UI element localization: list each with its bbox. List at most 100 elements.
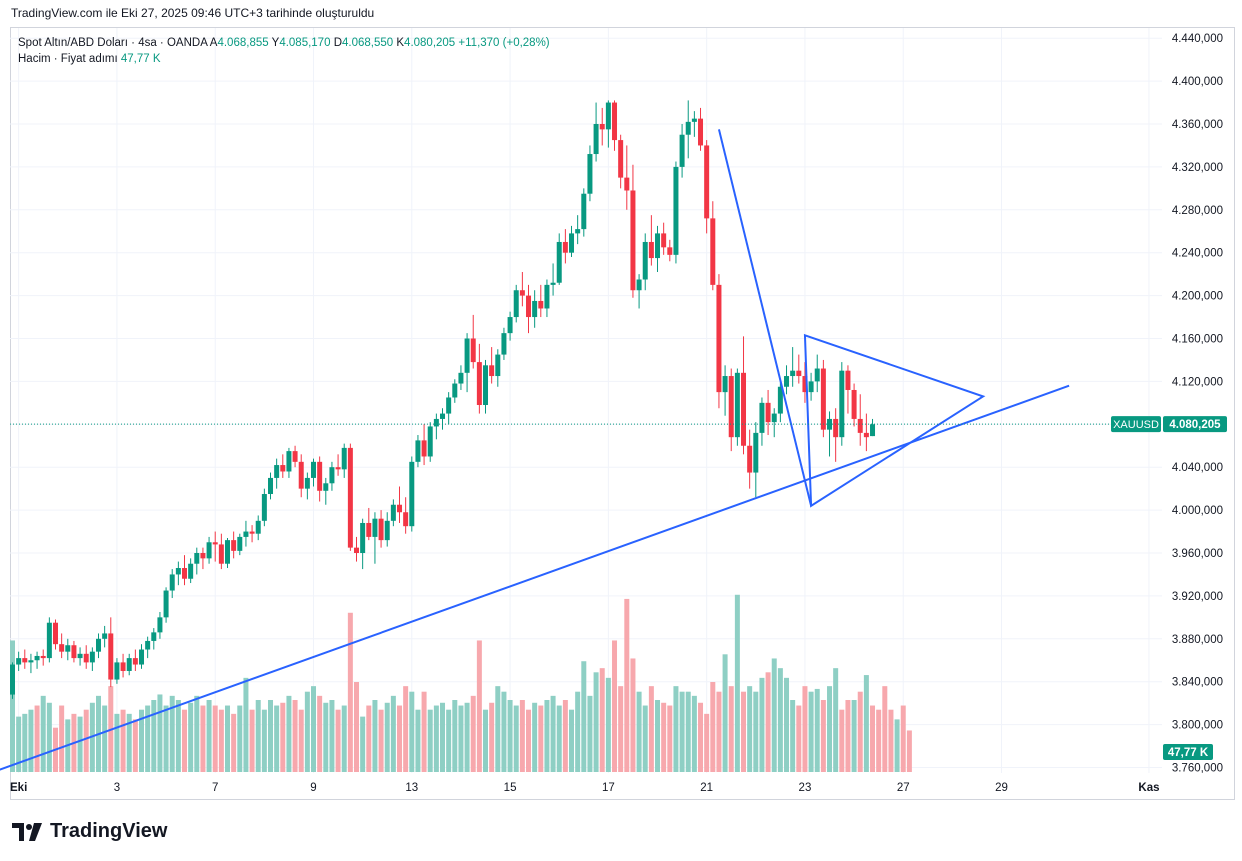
candle-body [194, 553, 200, 564]
candle-body [759, 402, 765, 433]
candle-body [46, 622, 52, 659]
volume-bar [765, 672, 771, 772]
volume-bar [759, 677, 765, 772]
candle-body [526, 295, 532, 318]
price-tick-label: 3.760,000 [1172, 763, 1223, 775]
candle-body [206, 542, 212, 559]
legend-close-label: K [396, 37, 405, 49]
volume-bar [46, 702, 52, 772]
candle-body [10, 664, 15, 695]
candle-body [519, 290, 525, 296]
volume-bar [59, 705, 65, 772]
candle-body [102, 633, 108, 639]
candle-body [777, 386, 783, 414]
candle-body [747, 445, 753, 473]
time-tick-label: 23 [799, 782, 812, 794]
time-tick-label: 15 [504, 782, 517, 794]
legend-symbol[interactable]: Spot Altın/ABD Doları [18, 37, 128, 49]
price-tick-label: 3.800,000 [1172, 720, 1223, 732]
volume-bar [722, 654, 728, 772]
volume-bar [464, 702, 470, 772]
legend-volume-label[interactable]: Hacim · Fiyat adımı [18, 53, 118, 65]
volume-bar [642, 705, 648, 772]
candle-body [440, 413, 446, 419]
volume-bar [390, 695, 396, 772]
time-tick-label: 13 [405, 782, 418, 794]
tradingview-logo[interactable]: TradingView [12, 820, 167, 843]
volume-bar [900, 705, 906, 772]
volume-bar [808, 691, 814, 772]
candle-body [691, 118, 697, 122]
candle-body [89, 651, 95, 663]
candle-body [544, 284, 550, 309]
volume-bar [569, 709, 575, 772]
volume-bar [268, 700, 274, 772]
volume-bars [10, 594, 912, 772]
legend-high-value: 4.085,170 [279, 37, 331, 49]
last-price-badge [1163, 416, 1227, 433]
candle-body [532, 300, 538, 318]
candle-body [667, 247, 673, 255]
chart-frame [10, 27, 1235, 800]
candle-body [34, 655, 40, 661]
volume-bar [876, 709, 882, 772]
time-tick-label: 9 [310, 782, 316, 794]
volume-bar [648, 686, 654, 772]
candle-body [182, 568, 188, 579]
candle-body [624, 177, 630, 191]
candle-body [157, 617, 163, 633]
candle-body [863, 432, 869, 438]
candle-body [833, 418, 839, 438]
price-tick-label: 3.920,000 [1172, 591, 1223, 603]
legend-close-value: 4.080,205 [404, 37, 456, 49]
volume-bar [581, 661, 587, 772]
candle-body [96, 638, 102, 652]
candles [10, 100, 876, 699]
price-axis: 3.760,000 3.800,000 3.840,000 3.880,000 3.92… [1172, 33, 1223, 774]
candle-body [151, 632, 157, 641]
legend-row-ohlc: Spot Altın/ABD Doları · 4sa · OANDA A4.0… [18, 37, 550, 49]
candle-body [188, 563, 194, 579]
volume-bar [562, 700, 568, 772]
candle-body [169, 574, 175, 591]
volume-bar [231, 713, 237, 772]
volume-bar [483, 709, 489, 772]
volume-bar [237, 705, 243, 772]
volume-bar [335, 709, 341, 772]
legend-interval: 4sa [138, 37, 157, 49]
volume-bar [685, 691, 691, 772]
volume-bar [188, 702, 194, 772]
candle-body [698, 118, 704, 146]
tradingview-logo-icon [12, 822, 42, 841]
candle-body [40, 655, 46, 659]
candle-body [108, 633, 114, 680]
legend-row-volume: Hacim · Fiyat adımı 47,77 K [18, 51, 550, 67]
volume-bar [796, 705, 802, 772]
volume-bar [698, 702, 704, 772]
candle-body [679, 134, 685, 167]
volume-bar [372, 700, 378, 772]
candle-body [587, 154, 593, 194]
candle-body [218, 544, 224, 564]
candle-body [372, 518, 378, 537]
candle-body [648, 241, 654, 259]
price-tick-label: 4.320,000 [1172, 162, 1223, 174]
volume-bar [132, 719, 138, 772]
volume-bar [200, 705, 206, 772]
volume-bar [470, 695, 476, 772]
volume-bar [833, 668, 839, 772]
volume-bar [255, 700, 261, 772]
candle-body [243, 531, 249, 537]
volume-bar [618, 686, 624, 772]
volume-bar [354, 682, 360, 772]
candle-body [163, 590, 169, 618]
candle-body [225, 540, 231, 564]
candle-body [323, 483, 329, 491]
volume-bar [384, 702, 390, 772]
candle-body [378, 518, 384, 541]
volume-bar [655, 700, 661, 772]
time-tick-label: Eki [10, 782, 27, 794]
volume-bar [151, 700, 157, 772]
volume-bar [845, 700, 851, 772]
